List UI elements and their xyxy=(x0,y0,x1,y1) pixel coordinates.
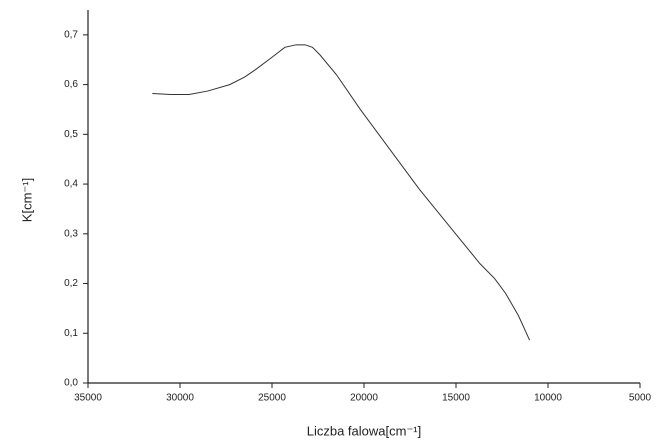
x-tick-label: 10000 xyxy=(534,393,562,404)
y-tick-label: 0,2 xyxy=(64,278,78,289)
x-tick-label: 15000 xyxy=(442,393,470,404)
x-tick-label: 30000 xyxy=(166,393,194,404)
x-axis-title: Liczba falowa[cm⁻¹] xyxy=(307,423,422,438)
y-tick-label: 0,7 xyxy=(64,30,78,41)
y-tick-label: 0,1 xyxy=(64,328,78,339)
data-line xyxy=(152,44,531,341)
y-axis-title: K[cm⁻¹] xyxy=(19,178,34,222)
x-tick-label: 20000 xyxy=(350,393,378,404)
x-tick-label: 5000 xyxy=(629,393,652,404)
y-tick-label: 0,5 xyxy=(64,129,78,140)
y-tick-label: 0,0 xyxy=(64,378,78,389)
x-tick-label: 35000 xyxy=(74,393,102,404)
y-tick-label: 0,4 xyxy=(64,179,78,190)
y-tick-label: 0,6 xyxy=(64,79,78,90)
y-tick-label: 0,3 xyxy=(64,228,78,239)
x-tick-label: 25000 xyxy=(258,393,286,404)
